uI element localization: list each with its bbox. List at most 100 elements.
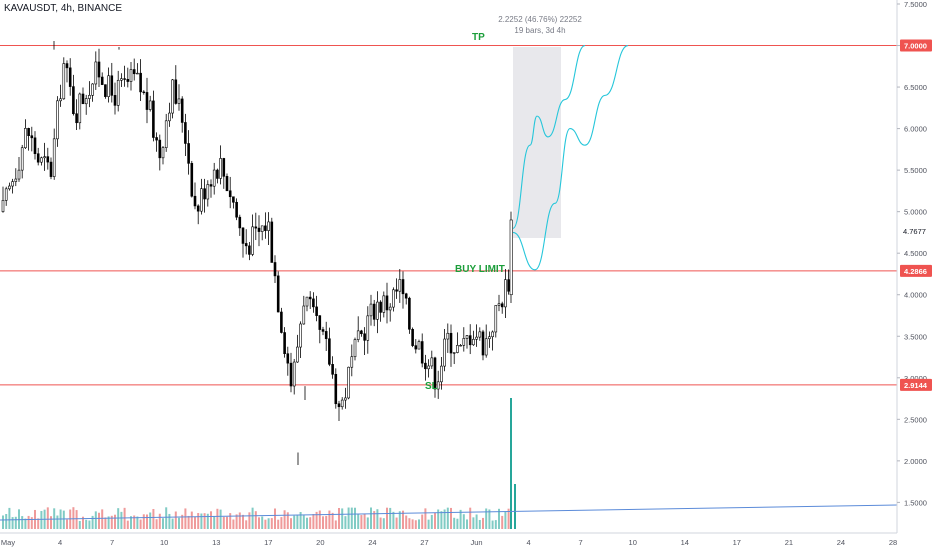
- volume-bar: [75, 510, 78, 529]
- volume-bar: [405, 515, 408, 529]
- volume-bar: [466, 519, 468, 529]
- candle-up: [456, 345, 459, 353]
- volume-bar: [258, 517, 260, 529]
- candle-up: [452, 352, 456, 354]
- volume-bar: [149, 512, 152, 529]
- candle-down: [139, 72, 142, 93]
- candle-up: [62, 63, 66, 100]
- candle-down: [257, 227, 261, 232]
- candle-up: [427, 365, 430, 370]
- volume-bar: [485, 508, 488, 529]
- candle-down: [222, 158, 226, 177]
- candle-up: [491, 331, 494, 338]
- volume-bar: [402, 510, 404, 529]
- candle-down: [36, 153, 40, 163]
- volume-bar: [398, 511, 401, 529]
- candle-down: [379, 301, 382, 313]
- y-tick-label: 5.5000: [904, 166, 927, 175]
- candle-up: [8, 185, 11, 190]
- candle-up: [171, 79, 174, 114]
- volume-bar: [504, 512, 507, 529]
- candle-up: [436, 381, 440, 390]
- volume-bar: [94, 511, 97, 529]
- volume-bar: [293, 515, 296, 529]
- volume-bar: [456, 518, 459, 529]
- volume-bar: [197, 513, 200, 529]
- candle-up: [446, 332, 450, 340]
- candle-down: [203, 188, 206, 200]
- candle-down: [276, 275, 280, 313]
- volume-bar: [88, 520, 91, 529]
- y-tick-label: 6.0000: [904, 125, 927, 134]
- candle-up: [392, 289, 395, 308]
- y-tick-label: 2.5000: [904, 415, 927, 424]
- candle-up: [366, 315, 370, 341]
- candle-down: [289, 362, 293, 387]
- volume-bar: [286, 512, 289, 529]
- volume-bar: [56, 515, 59, 529]
- candle-down: [126, 79, 130, 82]
- volume-bar: [302, 515, 305, 529]
- candle-up: [88, 95, 91, 99]
- x-tick-label: 24: [368, 538, 376, 547]
- candle-down: [324, 331, 328, 340]
- level-price-label: 2.9144: [904, 381, 928, 390]
- volume-bar: [101, 509, 104, 529]
- measure-line-1: 2.2252 (46.76%) 22252: [498, 15, 582, 24]
- candle-up: [302, 305, 306, 325]
- volume-bar: [219, 509, 222, 529]
- candle-down: [184, 122, 187, 144]
- y-tick-label: 6.5000: [904, 83, 927, 92]
- candle-down: [408, 297, 411, 330]
- candle-up: [440, 365, 443, 383]
- candle-down: [113, 95, 117, 106]
- volume-bar: [370, 507, 372, 529]
- volume-bar: [37, 518, 40, 529]
- volume-bar: [424, 508, 427, 529]
- candle-up: [219, 158, 222, 179]
- volume-bar: [366, 517, 369, 529]
- candle-up: [296, 346, 299, 363]
- candle-up: [350, 356, 354, 368]
- volume-bar: [453, 517, 456, 529]
- volume-bar: [309, 517, 312, 529]
- volume-bar: [498, 508, 500, 529]
- x-tick-label: 24: [837, 538, 845, 547]
- y-tick-label: 3.5000: [904, 332, 927, 341]
- measure-box: [513, 47, 561, 238]
- candle-up: [488, 336, 491, 340]
- candle-down: [449, 332, 453, 354]
- x-tick-label: 28: [889, 538, 897, 547]
- candle-down: [65, 63, 69, 69]
- volume-bar: [267, 518, 270, 529]
- candle-up: [484, 338, 488, 356]
- volume-bar: [238, 512, 241, 529]
- volume-bar: [232, 519, 235, 529]
- volume-bar: [82, 516, 84, 529]
- volume-bar: [373, 511, 376, 529]
- volume-bar: [462, 514, 465, 529]
- candle-up: [120, 78, 123, 81]
- candle-down: [500, 303, 504, 308]
- level-price-label: 4.2866: [904, 267, 927, 276]
- candle-down: [308, 296, 312, 300]
- volume-bar: [210, 511, 212, 529]
- candle-up: [116, 79, 120, 106]
- volume-bar: [507, 508, 510, 529]
- candle-up: [177, 98, 181, 104]
- volume-bar-spike: [510, 398, 512, 529]
- volume-bar: [11, 517, 14, 529]
- candle-up: [465, 335, 469, 339]
- volume-bar: [168, 513, 171, 529]
- candle-up: [1, 200, 5, 212]
- volume-bar: [235, 514, 238, 529]
- candle-down: [155, 137, 158, 141]
- volume-bar: [325, 515, 328, 529]
- volume-bar: [306, 517, 308, 529]
- volume-bar: [491, 520, 494, 529]
- volume-bar: [174, 511, 177, 529]
- candle-up: [430, 357, 434, 367]
- candle-down: [232, 196, 235, 203]
